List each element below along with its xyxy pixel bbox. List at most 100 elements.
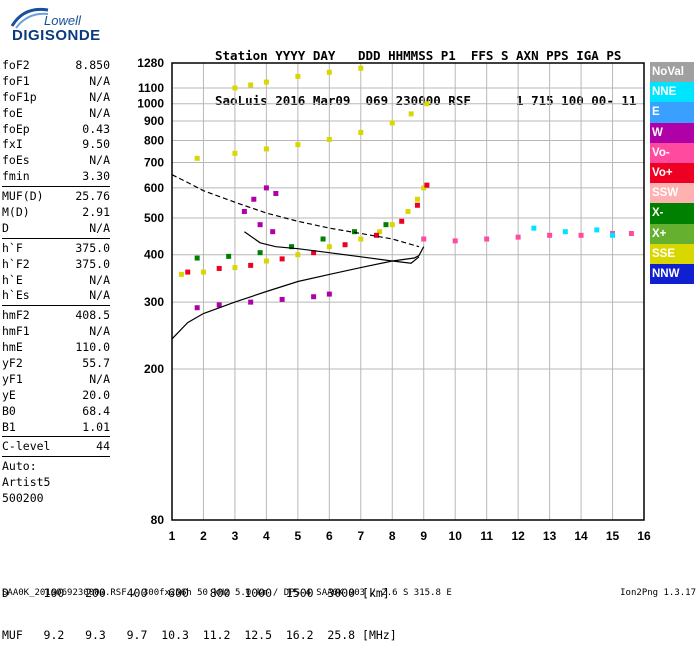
param-row: yF1 N/A xyxy=(2,372,110,388)
echo-point xyxy=(216,265,222,271)
echo-point xyxy=(257,222,263,228)
param-row: foF2 8.850 xyxy=(2,58,110,74)
echo-point xyxy=(515,234,521,240)
x-tick-label: 14 xyxy=(574,529,588,543)
param-name: C-level xyxy=(2,439,51,454)
param-value: 375.0 xyxy=(75,240,110,255)
echo-point xyxy=(248,299,254,305)
param-value: N/A xyxy=(89,105,110,120)
echo-point xyxy=(452,238,458,244)
legend-item: SSE xyxy=(650,243,694,264)
profile-line xyxy=(244,231,420,264)
param-name: hmF2 xyxy=(2,308,30,323)
y-tick-label: 1280 xyxy=(137,56,164,70)
param-value: 0.43 xyxy=(82,121,110,136)
param-row: h`F 375.0 xyxy=(2,241,110,257)
param-separator xyxy=(2,237,110,239)
parameter-panel: foF2 8.850 foF1 N/A foF1p N/A foE N/A foEp 0.43 fx… xyxy=(2,58,110,507)
echo-point xyxy=(241,208,247,214)
param-row: fmin 3.30 xyxy=(2,169,110,185)
param-row: h`Es N/A xyxy=(2,288,110,304)
logo-company: Lowell xyxy=(44,13,81,28)
param-row: fxI 9.50 xyxy=(2,137,110,153)
echo-point xyxy=(263,258,269,264)
echo-point xyxy=(389,120,395,126)
param-row: yF2 55.7 xyxy=(2,356,110,372)
param-value: 110.0 xyxy=(75,340,110,355)
echo-point xyxy=(562,229,568,235)
legend-item: E xyxy=(650,102,694,123)
x-tick-label: 13 xyxy=(543,529,557,543)
legend-item: NoVal xyxy=(650,62,694,83)
echo-point xyxy=(226,253,232,259)
echo-point xyxy=(289,244,295,250)
echo-point xyxy=(248,262,254,268)
param-value: N/A xyxy=(89,371,110,386)
param-value: N/A xyxy=(89,324,110,339)
y-tick-label: 400 xyxy=(144,248,164,262)
y-tick-label: 700 xyxy=(144,155,164,169)
legend-item: NNE xyxy=(650,82,694,103)
echo-point xyxy=(295,142,301,148)
param-row: foEs N/A xyxy=(2,153,110,169)
param-name: fxI xyxy=(2,137,23,152)
echo-point xyxy=(547,232,553,238)
param-value: 20.0 xyxy=(82,387,110,402)
param-value: N/A xyxy=(89,89,110,104)
echo-point xyxy=(185,269,191,275)
y-tick-label: 1100 xyxy=(138,81,164,95)
logo-swoosh-icon xyxy=(10,7,49,29)
echo-point xyxy=(194,255,200,261)
legend-item: X- xyxy=(650,203,694,224)
echo-point xyxy=(178,271,184,277)
param-name: B1 xyxy=(2,419,16,434)
x-tick-label: 15 xyxy=(606,529,620,543)
param-separator xyxy=(2,305,110,307)
digisonde-logo: Lowell DIGISONDE xyxy=(0,0,170,48)
echo-point xyxy=(352,229,358,235)
param-name: yF1 xyxy=(2,371,23,386)
y-tick-label: 500 xyxy=(144,211,164,225)
echo-point xyxy=(273,190,279,196)
param-name: h`F2 xyxy=(2,256,30,271)
param-value: 375.0 xyxy=(75,256,110,271)
echo-point xyxy=(610,232,616,238)
param-name: h`E xyxy=(2,272,23,287)
echo-point xyxy=(295,252,301,258)
echo-point xyxy=(232,85,238,91)
param-row: foEp 0.43 xyxy=(2,122,110,138)
param-row: foF1p N/A xyxy=(2,90,110,106)
x-tick-label: 1 xyxy=(169,529,176,543)
profile-line xyxy=(171,174,420,248)
echo-point xyxy=(263,146,269,152)
param-row: h`E N/A xyxy=(2,273,110,289)
param-row: foF1 N/A xyxy=(2,74,110,90)
param-row: M(D) 2.91 xyxy=(2,205,110,221)
param-name: M(D) xyxy=(2,205,30,220)
echo-point xyxy=(279,256,285,262)
param-value: 408.5 xyxy=(75,308,110,323)
echo-point xyxy=(295,73,301,79)
param-row: D N/A xyxy=(2,221,110,237)
param-value: N/A xyxy=(89,288,110,303)
echo-point xyxy=(311,250,317,256)
echo-point xyxy=(216,302,222,308)
logo-product: DIGISONDE xyxy=(12,27,101,44)
echo-point xyxy=(248,82,254,88)
x-tick-label: 7 xyxy=(357,529,364,543)
echo-point xyxy=(270,229,276,235)
param-row: B1 1.01 xyxy=(2,420,110,436)
param-value: 25.76 xyxy=(75,189,110,204)
x-tick-label: 3 xyxy=(232,529,239,543)
param-name: D xyxy=(2,220,9,235)
x-tick-label: 11 xyxy=(480,529,493,543)
echo-point xyxy=(374,232,380,238)
echo-point xyxy=(232,265,238,271)
param-separator xyxy=(2,186,110,188)
echo-point xyxy=(389,222,395,228)
param-name: yE xyxy=(2,387,16,402)
plot-frame xyxy=(171,62,645,521)
muf-distance-row: D 100 200 400 600 800 1000 1500 3000 [km… xyxy=(2,586,390,600)
echo-point xyxy=(594,227,600,233)
y-tick-label: 200 xyxy=(144,362,164,376)
